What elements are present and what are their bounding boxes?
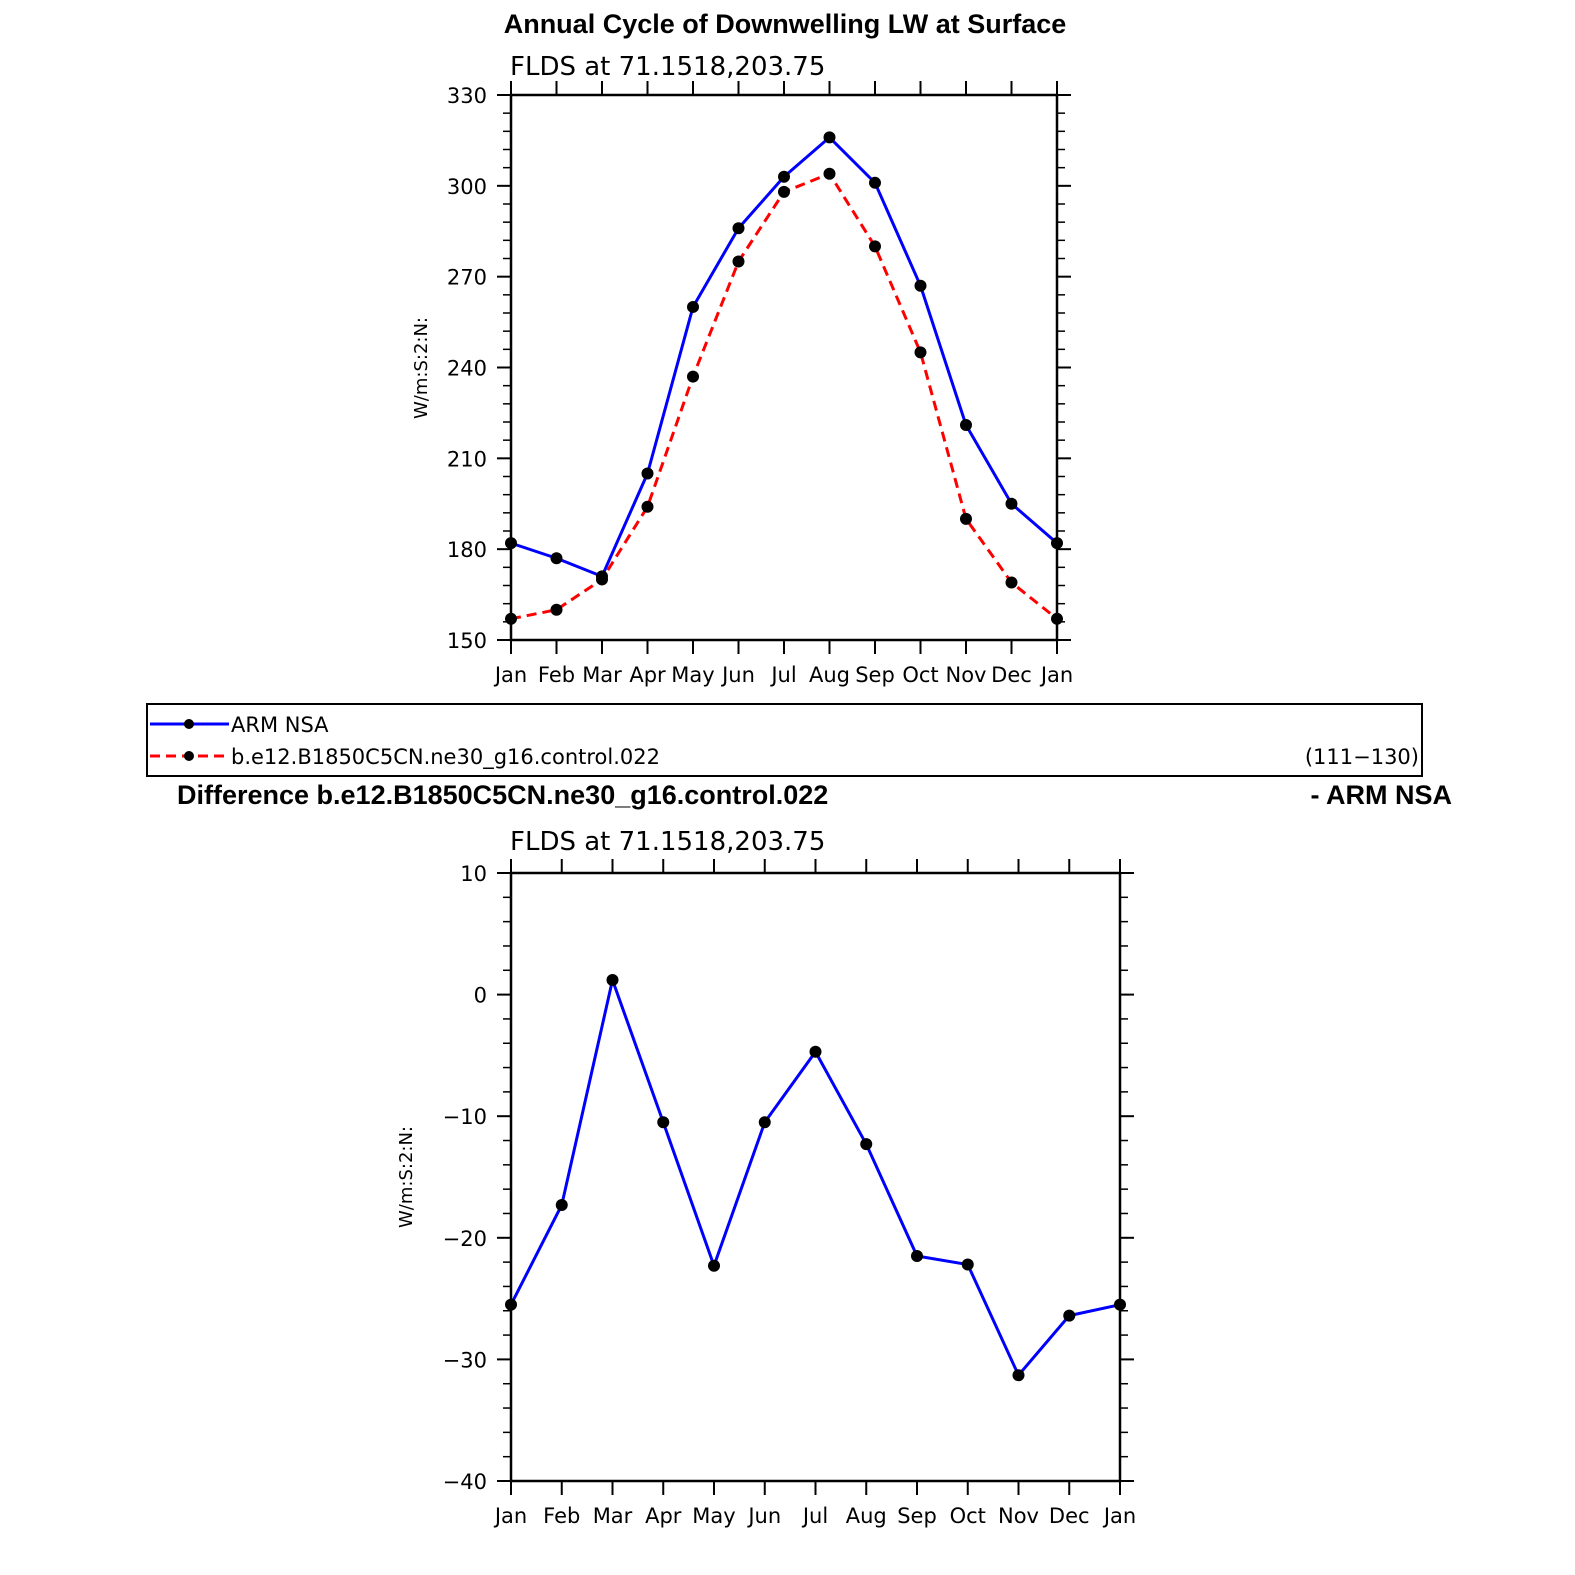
x-tick-label: May	[692, 1504, 735, 1528]
x-tick-label: Jan	[493, 1504, 527, 1528]
series-1-point	[778, 185, 790, 198]
series-1-point	[641, 500, 654, 513]
series-0-point	[823, 131, 836, 144]
series-0-point	[911, 1250, 923, 1263]
x-tick-label: Feb	[538, 663, 575, 687]
series-0-point	[1051, 537, 1063, 550]
series-1-point	[869, 240, 881, 253]
series-0-point	[1063, 1309, 1076, 1322]
series-0-point	[555, 1198, 568, 1211]
series-1-point	[1005, 576, 1018, 589]
x-tick-label: Dec	[991, 663, 1032, 687]
x-tick-label: Oct	[902, 663, 938, 687]
plot-frame	[509, 871, 1122, 1483]
chart2-title-right: - ARM NSA	[1311, 780, 1453, 810]
y-tick-label: −10	[443, 1105, 487, 1129]
legend-arm-marker	[184, 719, 194, 729]
chart2-plot: −40 −30 −20 −10 0 10 Jan Feb Mar Apr May Jun Jul Aug S…	[443, 859, 1136, 1528]
series-0-point	[961, 1258, 974, 1271]
y-tick-label: 240	[447, 357, 487, 381]
legend-box	[146, 703, 1423, 777]
y-tick-label: 10	[460, 862, 487, 886]
x-tick-label: Nov	[946, 663, 987, 687]
chart1-title: Annual Cycle of Downwelling LW at Surfac…	[504, 9, 1067, 39]
x-tick-label: Dec	[1049, 1504, 1090, 1528]
x-tick-label: Aug	[846, 1504, 887, 1528]
y-tick-label: 0	[474, 984, 487, 1008]
x-tick-label: Jul	[801, 1504, 828, 1528]
x-tick-label: Aug	[809, 663, 850, 687]
series-1-point	[960, 512, 972, 525]
series-0-point	[708, 1259, 720, 1272]
series-1-point	[687, 370, 699, 383]
chart1-subtitle: FLDS at 71.1518,203.75	[510, 52, 825, 82]
chart2-ylabel: W/m:S:2:N:	[396, 1126, 417, 1228]
x-tick-label: Mar	[593, 1504, 633, 1528]
x-tick-label: Sep	[855, 663, 895, 687]
series-0-point	[1012, 1369, 1025, 1382]
chart2-subtitle: FLDS at 71.1518,203.75	[510, 827, 825, 857]
x-tick-label: Jun	[720, 663, 755, 687]
series-0-point	[505, 1298, 517, 1311]
y-tick-label: 180	[447, 538, 487, 562]
y-tick-label: −40	[443, 1470, 487, 1494]
x-tick-label: Jun	[746, 1504, 781, 1528]
series-line-1	[510, 172, 1058, 621]
x-tick-label: Jul	[769, 663, 796, 687]
series-1-point	[596, 573, 608, 586]
series-line-0	[509, 978, 1121, 1377]
series-1-point	[914, 346, 927, 359]
legend-model-label: b.e12.B1850C5CN.ne30_g16.control.022	[231, 745, 660, 770]
series-0-point	[1114, 1298, 1126, 1311]
chart2-title: Difference b.e12.B1850C5CN.ne30_g16.cont…	[177, 780, 828, 810]
series-0-point	[606, 974, 619, 987]
x-tick-label: Feb	[543, 1504, 580, 1528]
x-tick-label: Jan	[493, 663, 527, 687]
y-tick-label: 330	[447, 84, 487, 108]
x-tick-label: Apr	[645, 1504, 682, 1528]
series-0-point	[869, 176, 881, 189]
x-tick-label: Apr	[629, 663, 666, 687]
x-tick-label: Jan	[1102, 1504, 1136, 1528]
x-tick-label: Oct	[950, 1504, 986, 1528]
series-0-point	[778, 170, 790, 183]
series-0-point	[641, 467, 654, 480]
series-0-point	[657, 1116, 670, 1129]
series-1-point	[1051, 612, 1063, 625]
y-tick-label: −30	[443, 1348, 487, 1372]
series-0-point	[860, 1138, 873, 1151]
legend: ARM NSA b.e12.B1850C5CN.ne30_g16.control…	[146, 703, 1423, 777]
y-tick-label: 210	[447, 447, 487, 471]
series-0-point	[732, 222, 745, 235]
series-1-point	[550, 603, 563, 616]
chart1-ylabel: W/m:S:2:N:	[411, 317, 432, 419]
series-0-point	[687, 300, 699, 313]
x-tick-label: May	[671, 663, 714, 687]
x-tick-label: Sep	[897, 1504, 937, 1528]
series-0-point	[758, 1116, 771, 1129]
series-0-point	[914, 279, 927, 292]
y-tick-label: −20	[443, 1227, 487, 1251]
legend-model-marker	[184, 751, 194, 761]
y-tick-label: 150	[447, 629, 487, 653]
series-1-point	[823, 167, 836, 180]
series-line-0	[510, 135, 1058, 578]
chart1-plot: 150 180 210 240 270 300 330 Jan Feb Mar Apr May Jun J…	[447, 81, 1073, 687]
legend-years: (111−130)	[1305, 745, 1419, 769]
series-0-point	[505, 537, 517, 550]
x-tick-label: Jan	[1039, 663, 1073, 687]
y-tick-label: 270	[447, 266, 487, 290]
x-tick-label: Nov	[998, 1504, 1039, 1528]
series-1-point	[732, 255, 745, 268]
x-tick-label: Mar	[582, 663, 622, 687]
series-1-point	[505, 612, 517, 625]
series-0-point	[1005, 497, 1018, 510]
y-tick-label: 300	[447, 175, 487, 199]
legend-arm-label: ARM NSA	[231, 713, 329, 737]
series-0-point	[550, 552, 563, 565]
series-0-point	[809, 1045, 822, 1058]
series-0-point	[960, 419, 972, 432]
